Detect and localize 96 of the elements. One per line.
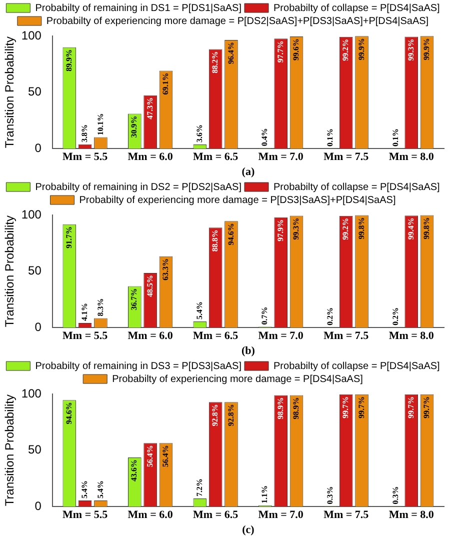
x-tick-label: Mm = 7.0 — [258, 509, 304, 522]
data-label: 56.4% — [161, 445, 170, 468]
data-label: 99.2% — [341, 38, 350, 61]
x-tick-label: Mm = 8.0 — [388, 509, 434, 522]
data-label: 0.2% — [390, 307, 400, 326]
data-label: 94.6% — [64, 402, 74, 424]
data-label: 10.1% — [96, 113, 105, 136]
x-tick-label: Mm = 5.5 — [62, 330, 108, 342]
x-tick-label: Mm = 6.0 — [128, 330, 174, 342]
data-label: 88.8% — [210, 230, 220, 252]
data-label: 96.4% — [226, 42, 236, 64]
data-label: 4.1% — [80, 302, 90, 321]
data-label: 92.8% — [210, 404, 220, 426]
legend-label: Probabilty of collapse = P[DS4|SaAS] — [274, 182, 440, 193]
x-tick-label: Mm = 6.5 — [193, 509, 239, 522]
data-label: 99.3% — [406, 38, 416, 61]
x-tick-label: Mm = 5.5 — [62, 151, 108, 164]
data-label: 1.1% — [260, 485, 270, 504]
data-label: 8.3% — [96, 298, 105, 316]
y-tick-label: 100 — [21, 28, 42, 42]
x-tick-label: Mm = 7.5 — [324, 509, 370, 522]
x-tick-label: Mm = 8.0 — [388, 151, 434, 164]
data-label: 99.8% — [422, 217, 432, 240]
legend-label: Probabilty of remaining in DS2 = P[DS2|SaAS] — [35, 182, 242, 193]
data-label: 97.9% — [276, 219, 285, 242]
data-label: 98.9% — [292, 397, 301, 420]
data-label: 5.4% — [96, 480, 105, 499]
y-axis-title: Transition Probability — [2, 36, 17, 148]
data-label: 47.3% — [145, 97, 154, 120]
x-tick-label: Mm = 7.0 — [258, 330, 304, 342]
data-label: 36.7% — [130, 288, 139, 310]
y-axis-title: Transition Probability — [2, 215, 17, 328]
y-tick-label: 50 — [28, 84, 42, 99]
data-label: 56.4% — [145, 445, 154, 468]
legend-label: Probabilty of experiencing more damage = P[DS4|SaAS] — [112, 374, 364, 385]
data-label: 99.8% — [356, 217, 366, 240]
data-label: 99.9% — [422, 38, 432, 60]
data-label: 3.8% — [80, 124, 90, 142]
data-label: 89.9% — [64, 49, 74, 72]
data-label: 99.7% — [341, 396, 350, 418]
legend-label: Probabilty of experiencing more damage = P[DS2|SaAS]+P[DS3|SaAS]+P[DS4|SaAS] — [46, 16, 429, 27]
data-label: 63.3% — [161, 258, 170, 280]
y-tick-label: 50 — [28, 264, 42, 278]
data-label: 0.1% — [390, 128, 400, 146]
data-label: 5.4% — [194, 302, 204, 320]
data-label: 0.2% — [326, 307, 335, 326]
data-label: 5.4% — [80, 480, 90, 499]
data-label: 99.9% — [356, 38, 366, 60]
data-label: 48.5% — [145, 274, 154, 297]
x-tick-label: Mm = 7.5 — [324, 330, 370, 342]
x-tick-label: Mm = 5.5 — [62, 509, 108, 522]
x-tick-label: Mm = 6.5 — [193, 151, 239, 164]
data-label: 0.3% — [326, 486, 335, 504]
data-label: 91.7% — [64, 226, 74, 248]
data-label: 7.2% — [194, 478, 204, 496]
x-tick-label: Mm = 6.0 — [128, 151, 174, 164]
data-label: 0.4% — [260, 128, 270, 146]
x-tick-label: Mm = 7.5 — [324, 151, 370, 164]
y-axis-title: Transition Probability — [2, 394, 17, 506]
legend-label: Probabilty of collapse = P[DS4|SaAS] — [274, 2, 440, 14]
legend-label: Probabilty of remaining in DS1 = P[DS1|SaAS] — [35, 2, 242, 14]
data-label: 0.1% — [326, 128, 335, 146]
legend-label: Probabilty of remaining in DS3 = P[DS3|SaAS] — [35, 360, 242, 372]
data-label: 99.7% — [406, 396, 416, 418]
x-tick-label: Mm = 8.0 — [388, 330, 434, 342]
data-label: 92.8% — [226, 404, 236, 426]
data-label: 99.6% — [292, 38, 301, 60]
y-tick-label: 0 — [34, 140, 42, 155]
y-tick-label: 0 — [34, 498, 42, 513]
data-label: 99.4% — [406, 218, 416, 240]
x-axis-title: (a) — [242, 166, 255, 178]
data-label: 3.6% — [194, 124, 204, 143]
data-label: 98.9% — [276, 397, 285, 420]
x-axis-title: (c) — [242, 524, 255, 536]
x-tick-label: Mm = 6.0 — [128, 509, 174, 522]
data-label: 43.6% — [130, 460, 139, 482]
y-tick-label: 0 — [34, 320, 42, 334]
data-label: 99.2% — [341, 218, 350, 240]
x-tick-label: Mm = 6.5 — [193, 330, 239, 342]
data-label: 99.3% — [292, 218, 301, 240]
data-label: 30.9% — [130, 116, 139, 138]
x-axis-title: (b) — [241, 345, 256, 358]
data-label: 97.7% — [276, 40, 285, 63]
data-label: 69.1% — [161, 72, 170, 95]
data-label: 0.7% — [260, 306, 270, 325]
y-tick-label: 50 — [28, 442, 42, 457]
legend-label: Probabilty of experiencing more damage = P[DS3|SaAS]+P[DS4|SaAS] — [79, 194, 396, 206]
x-tick-label: Mm = 7.0 — [258, 151, 304, 164]
y-tick-label: 100 — [21, 207, 42, 222]
data-label: 99.7% — [422, 396, 432, 418]
legend-label: Probabilty of collapse = P[DS4|SaAS] — [274, 360, 440, 372]
y-tick-label: 100 — [21, 386, 42, 400]
data-label: 0.3% — [390, 486, 400, 504]
data-label: 94.6% — [226, 223, 236, 246]
data-label: 99.7% — [356, 396, 366, 418]
data-label: 88.2% — [210, 51, 220, 74]
